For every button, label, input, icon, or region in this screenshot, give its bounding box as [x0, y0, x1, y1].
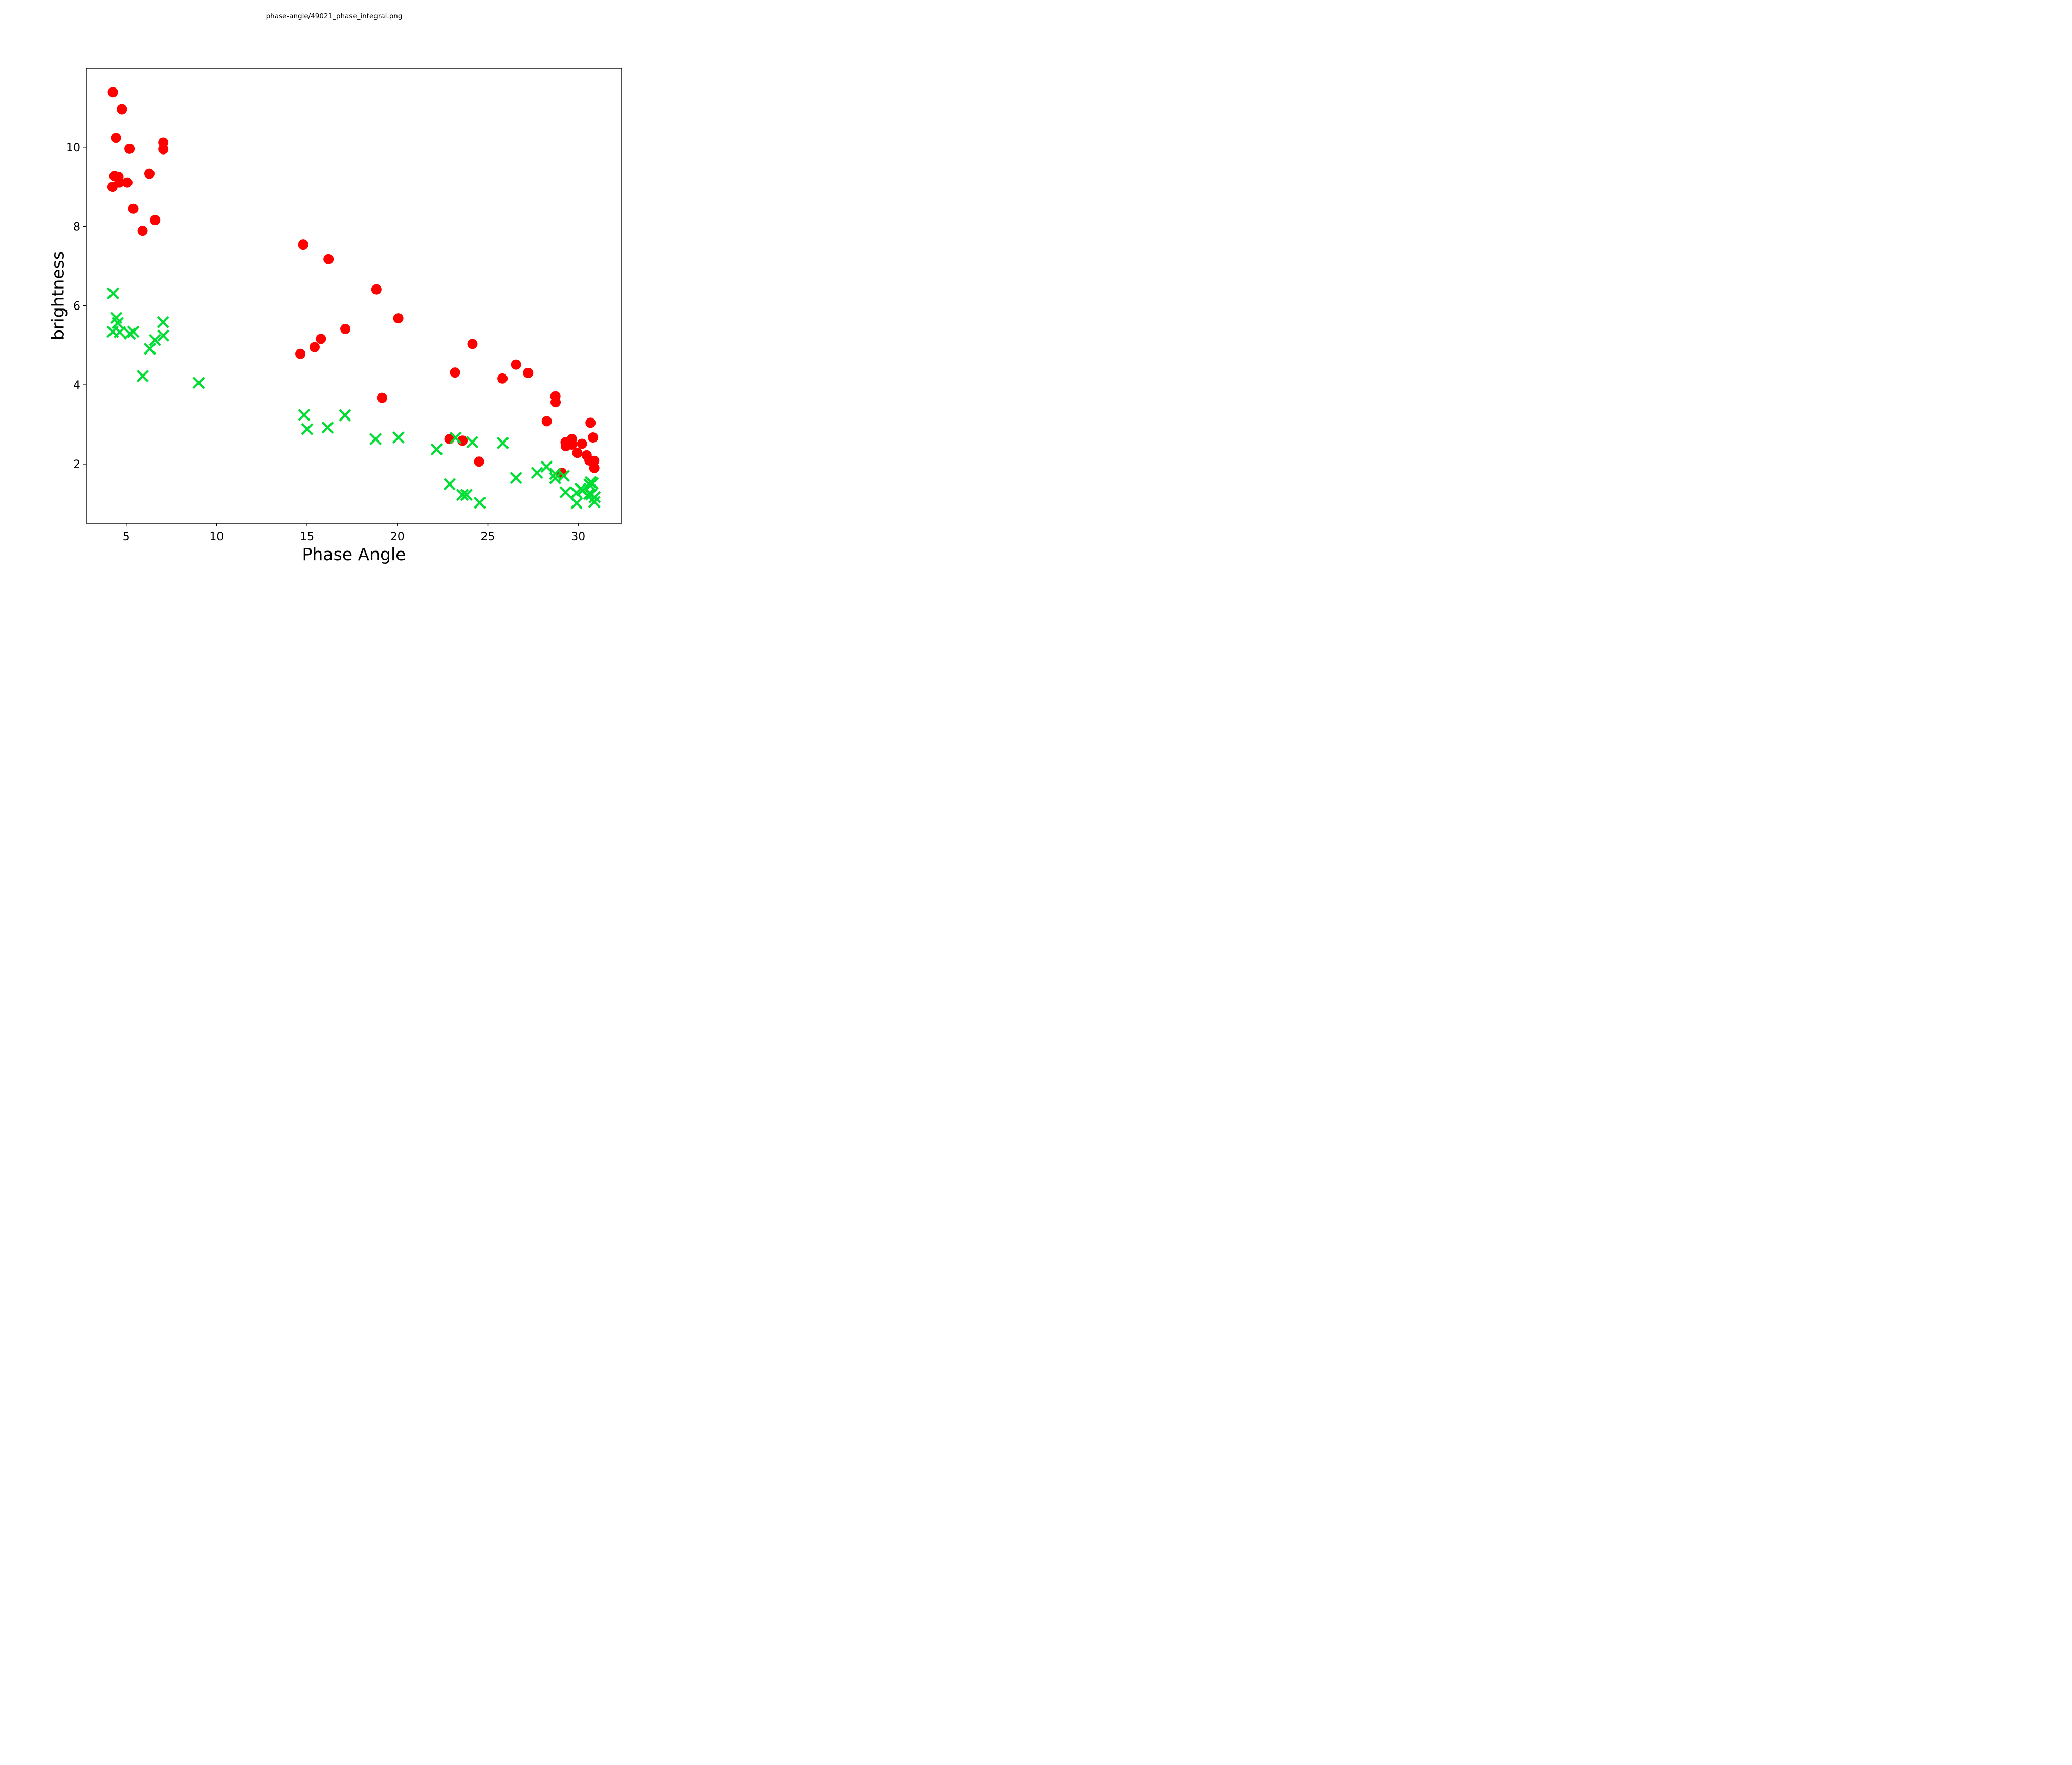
data-point-x [443, 478, 456, 491]
plot-svg: 5 10 15 20 25 30 2 4 6 8 10 [66, 68, 622, 543]
data-point-x [557, 470, 570, 482]
x-tick-label: 15 [300, 531, 314, 543]
figure: phase-angle/49021_phase_integral.png 5 10… [0, 0, 691, 588]
data-point-x [157, 316, 169, 328]
data-point-x [114, 326, 126, 339]
data-point-x [456, 489, 469, 501]
data-point-circle [589, 462, 600, 473]
series-green-crosses [106, 287, 601, 510]
data-point-circle [150, 215, 161, 226]
data-point-circle [316, 334, 326, 344]
data-point-circle [588, 432, 599, 443]
data-point-x [466, 436, 479, 449]
x-tick-label: 10 [209, 531, 224, 543]
data-point-x [392, 431, 405, 444]
data-point-x [473, 496, 486, 509]
data-point-x [531, 466, 543, 479]
y-tick-label: 4 [73, 379, 80, 392]
x-tick-label: 30 [571, 531, 585, 543]
data-point-circle [567, 439, 578, 450]
data-point-circle [541, 416, 552, 427]
data-point-circle [107, 87, 118, 98]
y-tick-label: 8 [73, 221, 80, 234]
data-point-circle [137, 226, 148, 236]
y-tick-label: 10 [66, 142, 80, 155]
data-point-circle [474, 456, 484, 467]
data-point-x [540, 460, 553, 473]
data-point-x [106, 287, 119, 300]
figure-title: phase-angle/49021_phase_integral.png [266, 12, 403, 20]
data-point-x [192, 377, 205, 389]
data-point-x [298, 408, 311, 421]
plot-border [86, 68, 622, 524]
series-red-circles [107, 87, 600, 478]
data-point-circle [467, 339, 478, 349]
data-point-x [588, 496, 601, 509]
data-point-circle [295, 348, 306, 359]
data-point-x [301, 423, 314, 435]
data-point-circle [323, 254, 334, 264]
data-point-circle [393, 313, 404, 324]
data-point-circle [117, 104, 127, 115]
data-point-x [136, 370, 149, 383]
data-point-circle [377, 392, 387, 403]
data-point-circle [497, 373, 508, 384]
data-point-x [570, 497, 583, 510]
data-point-circle [550, 397, 561, 408]
x-axis-label: Phase Angle [302, 544, 406, 564]
data-point-x [321, 421, 334, 434]
data-point-x [586, 477, 599, 490]
x-axis-ticks: 5 10 15 20 25 30 [123, 523, 585, 543]
data-point-x [549, 472, 562, 484]
data-point-circle [523, 367, 534, 378]
data-point-circle [122, 177, 133, 188]
data-point-circle [124, 143, 135, 154]
data-point-x [111, 317, 124, 329]
data-point-x [127, 325, 140, 338]
y-axis-label: brightness [48, 251, 68, 341]
data-point-circle [144, 168, 155, 179]
data-point-circle [309, 342, 320, 352]
data-point-circle [589, 455, 600, 466]
data-point-x [144, 342, 157, 355]
data-point-circle [128, 203, 139, 214]
data-point-circle [511, 359, 521, 370]
y-axis-ticks: 2 4 6 8 10 [66, 142, 86, 471]
x-tick-label: 20 [390, 531, 405, 543]
data-point-circle [585, 417, 596, 428]
data-point-circle [371, 284, 382, 295]
x-tick-label: 5 [123, 531, 130, 543]
data-point-x [157, 329, 170, 342]
data-point-x [588, 491, 601, 503]
data-point-x [449, 431, 462, 444]
y-tick-label: 2 [73, 458, 80, 471]
data-point-circle [158, 144, 169, 155]
data-point-x [339, 409, 351, 422]
data-point-circle [111, 133, 121, 143]
data-point-x [148, 334, 161, 346]
data-point-circle [572, 448, 583, 458]
data-point-x [510, 472, 522, 484]
data-point-circle [577, 438, 587, 449]
data-point-x [559, 486, 572, 498]
y-tick-label: 6 [73, 300, 80, 313]
data-point-circle [298, 239, 308, 250]
data-point-x [496, 436, 509, 449]
x-tick-label: 25 [481, 531, 495, 543]
data-point-circle [107, 182, 118, 192]
data-point-x [460, 489, 473, 501]
data-point-x [369, 433, 382, 446]
data-point-x [430, 443, 443, 456]
data-point-circle [450, 367, 460, 378]
data-point-circle [340, 324, 351, 335]
